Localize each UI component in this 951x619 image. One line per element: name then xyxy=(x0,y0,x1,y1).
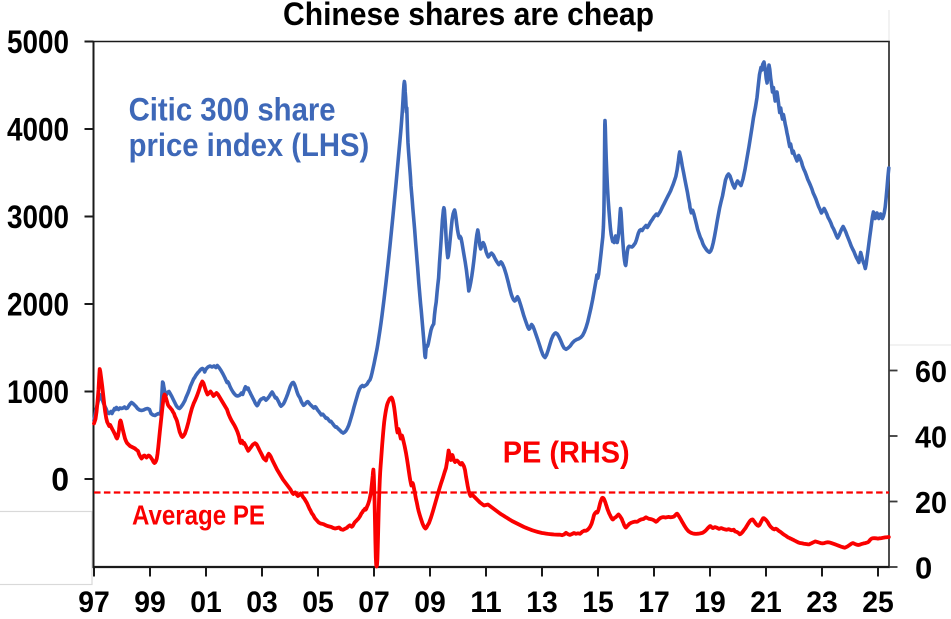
svg-text:15: 15 xyxy=(582,586,614,619)
svg-text:03: 03 xyxy=(246,586,278,619)
svg-text:2000: 2000 xyxy=(7,287,69,323)
svg-text:40: 40 xyxy=(915,420,947,455)
svg-text:11: 11 xyxy=(470,586,502,619)
svg-text:Chinese shares are cheap: Chinese shares are cheap xyxy=(283,0,654,32)
svg-text:01: 01 xyxy=(190,586,222,619)
svg-text:PE (RHS): PE (RHS) xyxy=(503,435,630,470)
svg-text:0: 0 xyxy=(915,551,932,586)
svg-text:21: 21 xyxy=(750,586,782,619)
svg-text:3000: 3000 xyxy=(7,199,69,235)
svg-text:17: 17 xyxy=(638,586,670,619)
svg-text:13: 13 xyxy=(526,586,558,619)
svg-text:05: 05 xyxy=(302,586,334,619)
svg-text:09: 09 xyxy=(414,586,446,619)
svg-text:5000: 5000 xyxy=(7,24,69,60)
svg-text:1000: 1000 xyxy=(7,374,69,410)
svg-text:Average PE: Average PE xyxy=(132,500,265,531)
svg-text:99: 99 xyxy=(134,586,166,619)
svg-text:19: 19 xyxy=(694,586,726,619)
svg-text:20: 20 xyxy=(915,485,947,520)
svg-text:0: 0 xyxy=(51,462,69,498)
svg-text:4000: 4000 xyxy=(7,112,69,148)
svg-text:07: 07 xyxy=(358,586,390,619)
svg-text:Citic 300 share: Citic 300 share xyxy=(129,91,336,127)
svg-text:60: 60 xyxy=(915,354,947,389)
svg-text:97: 97 xyxy=(78,586,110,619)
svg-text:price index (LHS): price index (LHS) xyxy=(129,127,370,163)
svg-text:23: 23 xyxy=(806,586,838,619)
svg-text:25: 25 xyxy=(862,586,894,619)
